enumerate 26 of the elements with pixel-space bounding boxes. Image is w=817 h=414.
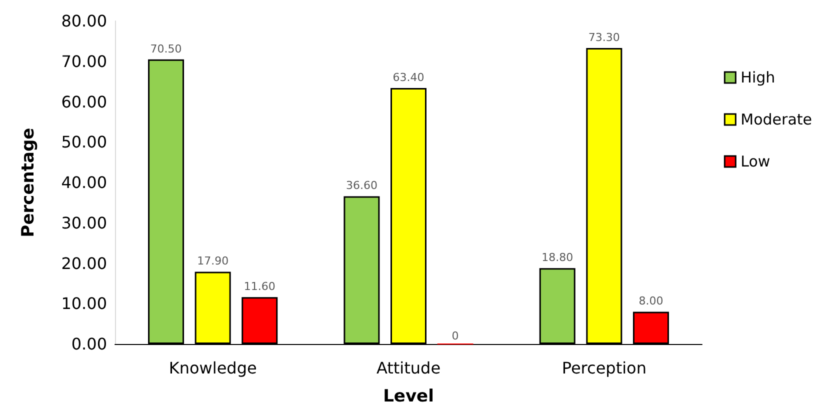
y-tick-label: 40.00 <box>61 173 107 192</box>
data-label: 8.00 <box>638 294 664 308</box>
x-tick-label: Attitude <box>376 358 441 378</box>
y-tick-label: 50.00 <box>61 132 107 152</box>
y-tick-label: 30.00 <box>61 213 107 232</box>
y-tick-label: 70.00 <box>61 52 107 71</box>
x-axis-title: Level <box>383 386 434 406</box>
legend-label: Low <box>740 152 770 170</box>
data-label: 63.40 <box>392 71 424 84</box>
y-axis-title: Percentage <box>18 128 38 238</box>
x-tick-label: Perception <box>562 358 646 378</box>
y-tick-label: 80.00 <box>61 12 107 30</box>
data-label: 0 <box>452 330 459 342</box>
legend-label: Moderate <box>740 110 812 128</box>
data-label: 17.90 <box>197 254 229 268</box>
data-label: 73.30 <box>588 31 620 44</box>
data-label: 11.60 <box>244 280 276 294</box>
y-tick-label: 0.00 <box>71 334 107 354</box>
data-label: 36.60 <box>346 179 378 192</box>
y-tick-label: 60.00 <box>61 92 107 112</box>
data-label: 70.50 <box>150 42 182 56</box>
y-tick-label: 10.00 <box>61 294 107 314</box>
x-tick-label: Knowledge <box>168 358 257 378</box>
data-label: 18.80 <box>542 251 574 264</box>
y-tick-label: 20.00 <box>61 254 107 273</box>
legend-label: High <box>740 68 776 86</box>
